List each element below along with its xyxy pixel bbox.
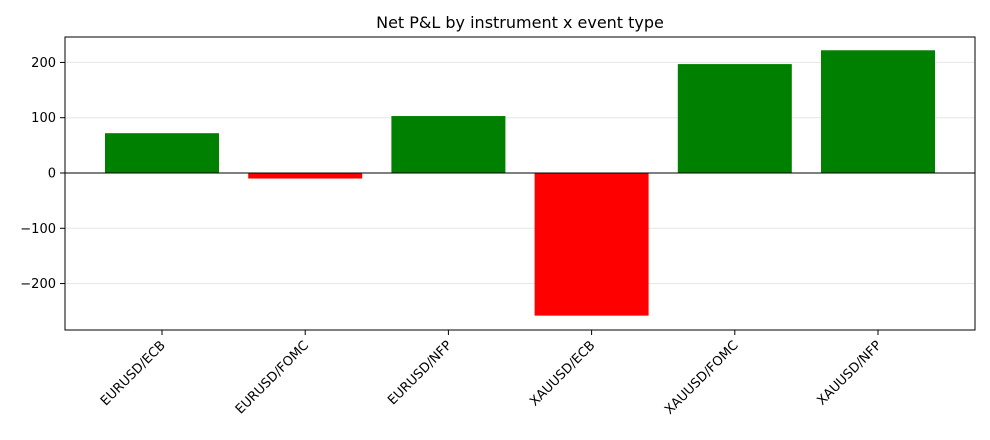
x-tick-label: XAUUSD/FOMC bbox=[662, 338, 742, 418]
bar-xauusd-fomc bbox=[677, 64, 792, 173]
y-tick-label: 200 bbox=[31, 56, 56, 71]
chart-title: Net P&L by instrument x event type bbox=[376, 13, 664, 32]
x-tick-label: EURUSD/ECB bbox=[98, 338, 169, 409]
x-tick-label: EURUSD/NFP bbox=[385, 338, 455, 408]
y-tick-label: 0 bbox=[48, 166, 56, 181]
bar-layer bbox=[105, 50, 935, 316]
plot-frame bbox=[64, 36, 976, 331]
bar-eurusd-fomc bbox=[248, 172, 363, 179]
x-tick-label: XAUUSD/ECB bbox=[527, 338, 598, 409]
x-tick-label: EURUSD/FOMC bbox=[233, 338, 312, 417]
bar-eurusd-nfp bbox=[391, 116, 506, 173]
y-tick-label: −100 bbox=[20, 222, 56, 237]
bar-xauusd-ecb bbox=[534, 172, 649, 316]
bar-xauusd-nfp bbox=[821, 50, 935, 173]
y-tick-label: −200 bbox=[20, 277, 56, 292]
y-tick-label: 100 bbox=[31, 111, 56, 126]
bar-eurusd-ecb bbox=[105, 133, 219, 173]
x-tick-label: XAUUSD/NFP bbox=[814, 338, 884, 408]
